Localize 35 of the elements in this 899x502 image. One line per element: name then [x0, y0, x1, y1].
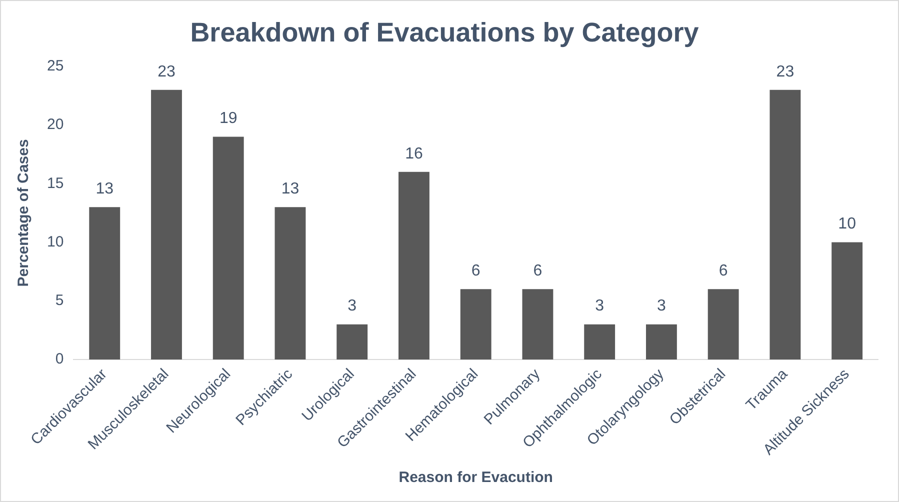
y-tick-label: 10 [46, 233, 64, 250]
bar [89, 207, 120, 360]
data-label: 19 [219, 110, 238, 128]
data-label: 3 [657, 298, 666, 315]
y-tick-label: 0 [55, 350, 64, 368]
y-tick-label: 20 [46, 116, 64, 134]
data-label: 10 [838, 216, 856, 233]
x-axis-title: Reason for Evacution [398, 469, 553, 486]
data-label: 23 [158, 63, 176, 80]
bar [336, 324, 368, 360]
bar [584, 324, 616, 360]
data-label: 3 [595, 298, 604, 315]
bar [646, 324, 677, 360]
bar [460, 289, 492, 360]
bar [274, 207, 306, 360]
data-label: 6 [533, 262, 542, 280]
bar [212, 136, 244, 360]
bar [770, 90, 801, 360]
data-label: 3 [348, 298, 357, 315]
data-label: 13 [96, 180, 114, 198]
bar [832, 242, 863, 360]
data-label: 23 [776, 63, 794, 80]
y-tick-label: 5 [55, 292, 64, 310]
bar [398, 172, 430, 360]
data-label: 16 [405, 145, 423, 162]
bar [151, 90, 182, 360]
data-label: 6 [718, 262, 728, 280]
data-label: 13 [281, 180, 300, 198]
y-axis-title: Percentage of Cases [15, 139, 32, 287]
y-tick-label: 25 [46, 58, 64, 75]
bar [708, 289, 739, 360]
y-tick-label: 15 [46, 174, 64, 192]
bar [522, 289, 554, 360]
data-label: 6 [471, 262, 480, 280]
chart-title: Breakdown of Evacuations by Category [190, 18, 699, 48]
